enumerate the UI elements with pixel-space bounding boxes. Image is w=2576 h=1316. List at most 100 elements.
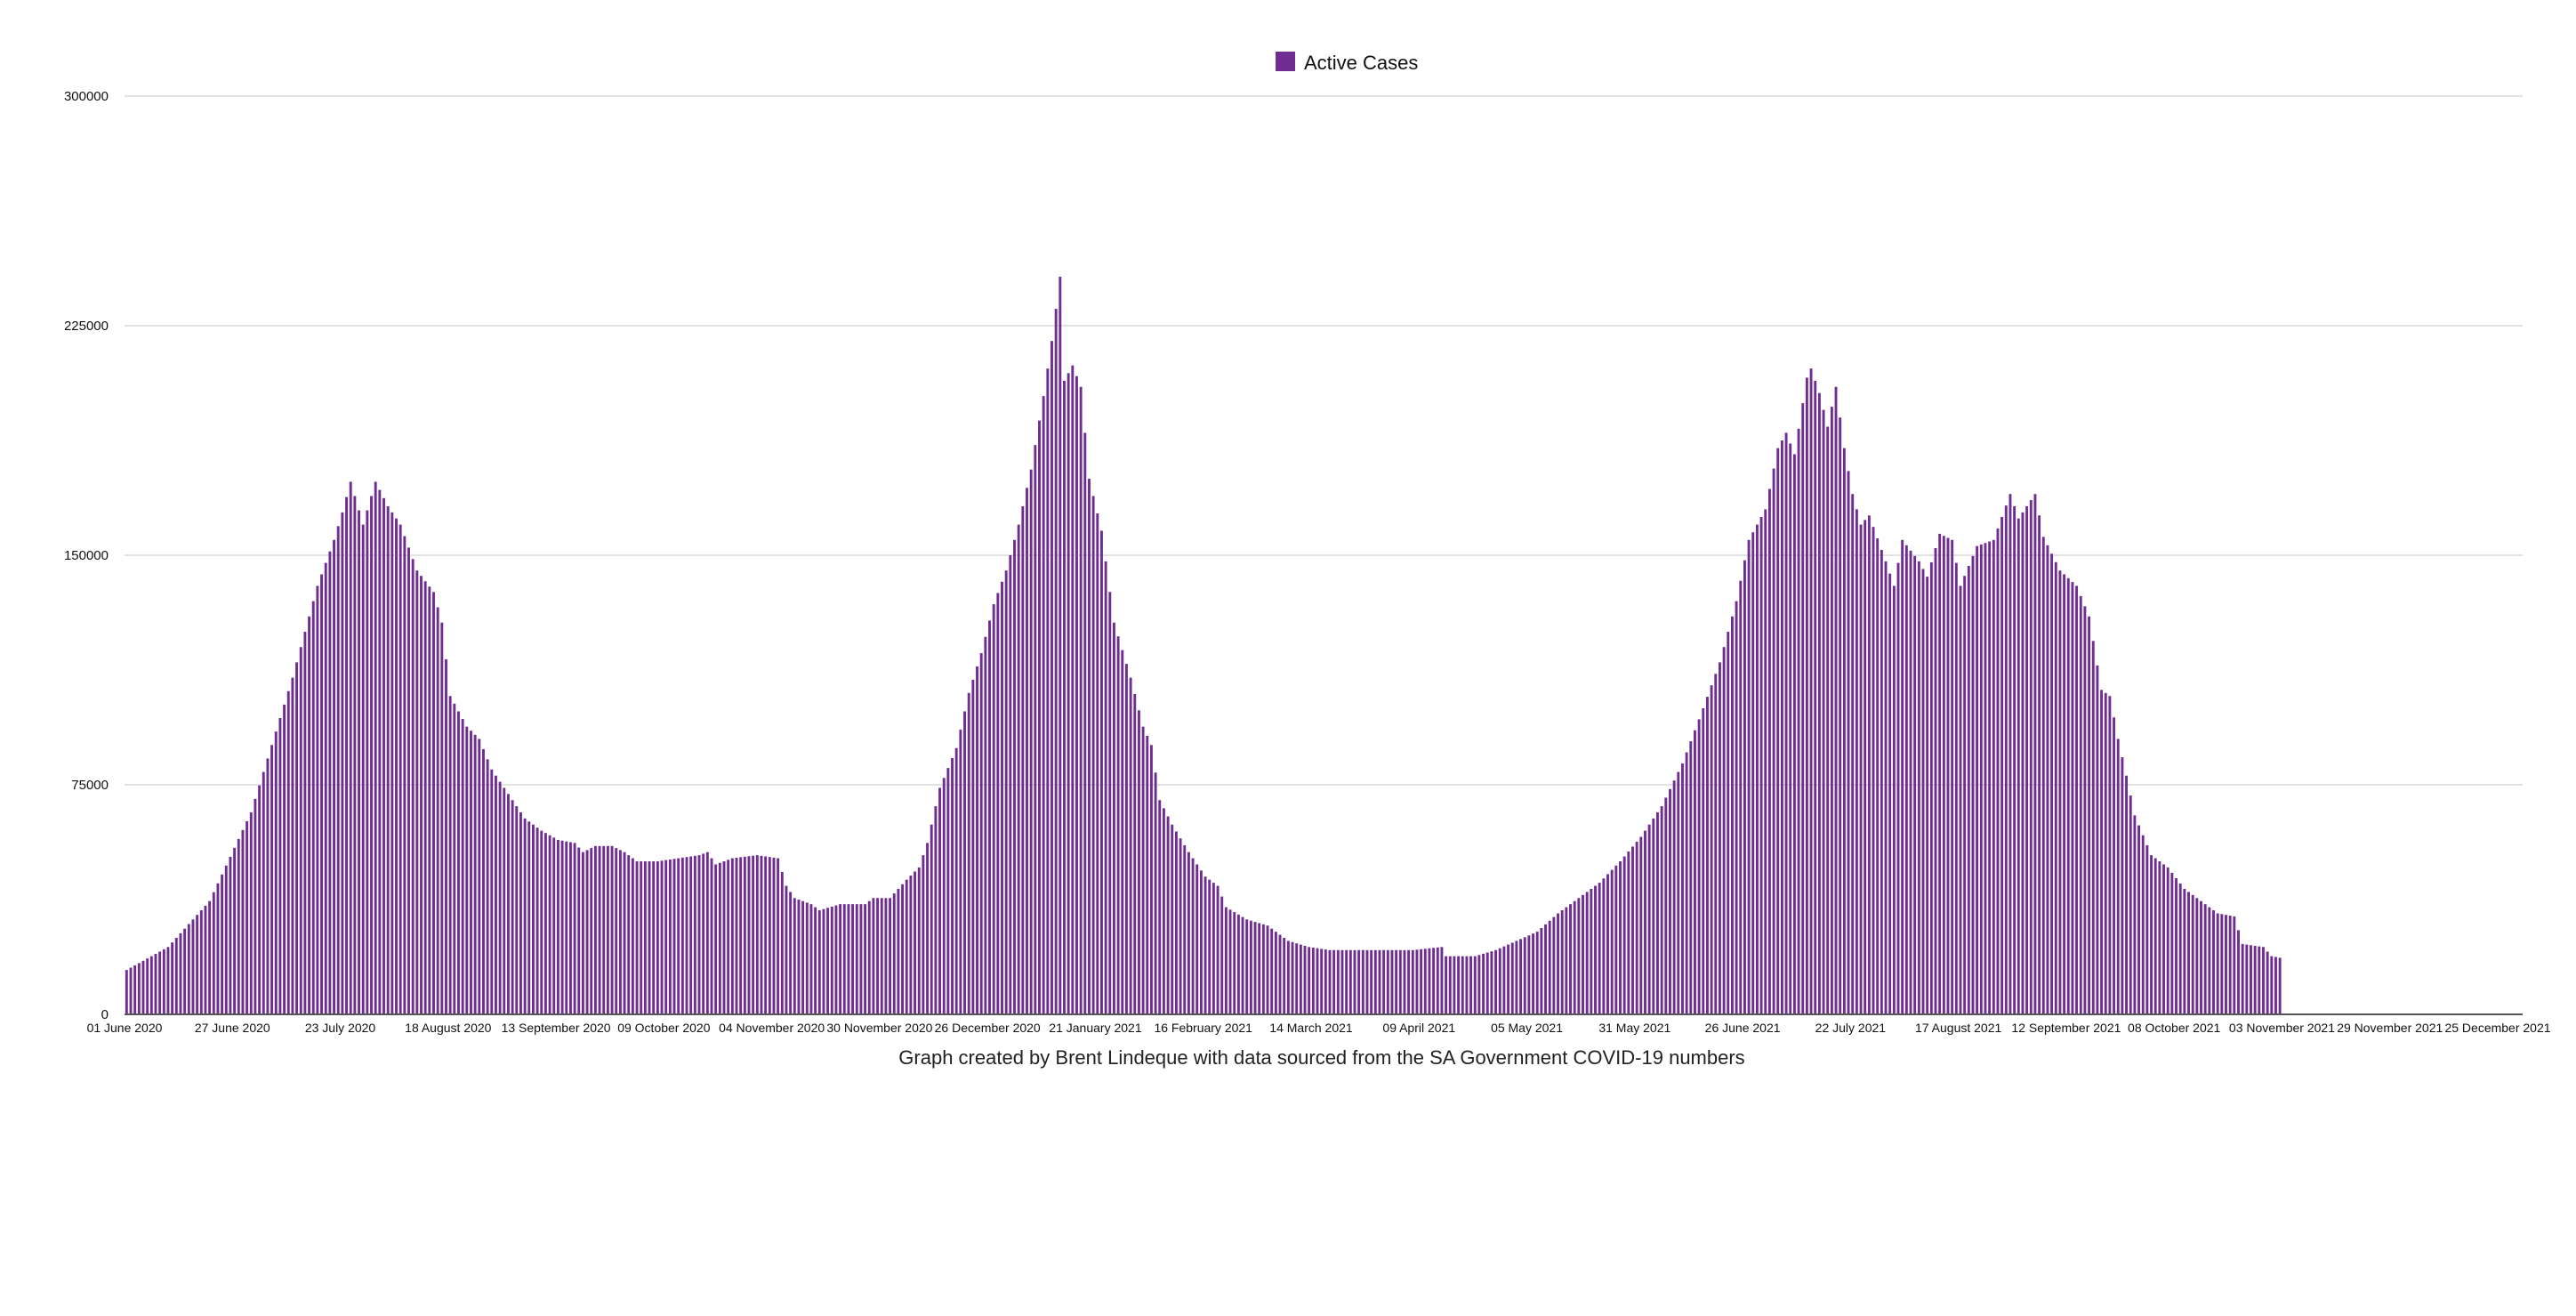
bar [358, 510, 360, 1014]
bar [262, 771, 265, 1014]
bar [1507, 944, 1510, 1014]
bar [420, 576, 423, 1014]
bar [1001, 581, 1003, 1014]
bar [1141, 726, 1145, 1014]
bar [2250, 945, 2252, 1014]
bar [1614, 865, 1618, 1014]
bar [2063, 574, 2066, 1014]
bar [1867, 515, 1871, 1014]
bar [1059, 276, 1062, 1015]
bar-series-active-cases [125, 276, 2282, 1015]
bar [934, 806, 938, 1014]
bar [432, 592, 435, 1014]
bar [1199, 870, 1203, 1014]
bar [295, 662, 299, 1014]
bar [1370, 949, 1373, 1014]
bar [154, 954, 157, 1014]
bar [548, 835, 551, 1014]
bar [1797, 428, 1800, 1014]
y-tick-label: 0 [101, 1007, 109, 1022]
bar [880, 898, 883, 1014]
x-tick-label: 30 November 2020 [826, 1021, 932, 1035]
legend[interactable]: Active Cases [1276, 52, 1418, 74]
bar [1954, 562, 1958, 1014]
bar [382, 497, 385, 1014]
bar [1485, 952, 1489, 1014]
legend-label-active-cases: Active Cases [1304, 52, 1418, 74]
bar [1619, 861, 1622, 1014]
bar [1776, 448, 1780, 1015]
bar [1411, 949, 1414, 1014]
bar [311, 601, 315, 1014]
bar [274, 731, 278, 1014]
bar [229, 856, 232, 1014]
bar [1021, 505, 1025, 1014]
bar [1203, 876, 1207, 1014]
bar [1992, 539, 1995, 1014]
bar [1295, 943, 1299, 1014]
x-tick-label: 13 September 2020 [502, 1021, 611, 1035]
bar [1013, 539, 1016, 1014]
bar [1669, 788, 1671, 1014]
bar [366, 510, 369, 1014]
bar [216, 883, 220, 1014]
chart-caption: Graph created by Brent Lindeque with dat… [898, 1046, 1744, 1069]
bar [2079, 595, 2082, 1014]
bar [842, 904, 846, 1014]
bar [1266, 925, 1269, 1014]
bar [2000, 517, 2004, 1014]
bar [897, 888, 900, 1014]
bar [967, 692, 970, 1014]
bar [2178, 883, 2182, 1014]
bar [1502, 946, 1506, 1014]
bar [162, 949, 165, 1014]
bar [1582, 894, 1584, 1014]
bar [809, 904, 813, 1014]
bar [1764, 509, 1767, 1014]
bar [1386, 949, 1389, 1014]
bar [2025, 505, 2029, 1014]
bar [859, 904, 863, 1014]
y-tick-label: 150000 [64, 548, 109, 563]
bar [2158, 861, 2161, 1014]
bar [146, 958, 149, 1014]
bar [1473, 956, 1477, 1014]
bar [482, 748, 485, 1014]
bar [2212, 910, 2215, 1014]
bar [2195, 898, 2199, 1014]
bar [714, 864, 718, 1014]
y-tick-label: 75000 [71, 778, 109, 793]
bar [507, 794, 510, 1014]
bar [535, 828, 539, 1014]
bar [1801, 403, 1805, 1014]
bar [461, 719, 464, 1014]
bar [602, 845, 606, 1014]
bar [752, 855, 755, 1014]
bar [2150, 855, 2153, 1014]
bar [984, 636, 987, 1014]
bar [1946, 537, 1950, 1014]
bar [1286, 941, 1290, 1014]
bar [2166, 867, 2169, 1014]
bar [2141, 835, 2145, 1014]
bar [1585, 892, 1589, 1014]
bar [415, 570, 419, 1014]
bar [2083, 606, 2087, 1014]
bar [1565, 907, 1568, 1014]
bar [901, 884, 905, 1014]
bar [2253, 945, 2257, 1014]
bar [1046, 368, 1050, 1014]
bar [872, 898, 875, 1014]
bar [1308, 947, 1311, 1014]
bar [2274, 957, 2277, 1014]
bar [1851, 494, 1855, 1014]
bar [2203, 904, 2207, 1014]
bar [1656, 811, 1659, 1014]
bar [1552, 916, 1556, 1014]
bar [2096, 665, 2099, 1014]
bar [523, 818, 527, 1014]
bar [515, 806, 519, 1014]
bar [398, 524, 402, 1014]
bar [1067, 373, 1070, 1014]
bar [1872, 527, 1875, 1014]
